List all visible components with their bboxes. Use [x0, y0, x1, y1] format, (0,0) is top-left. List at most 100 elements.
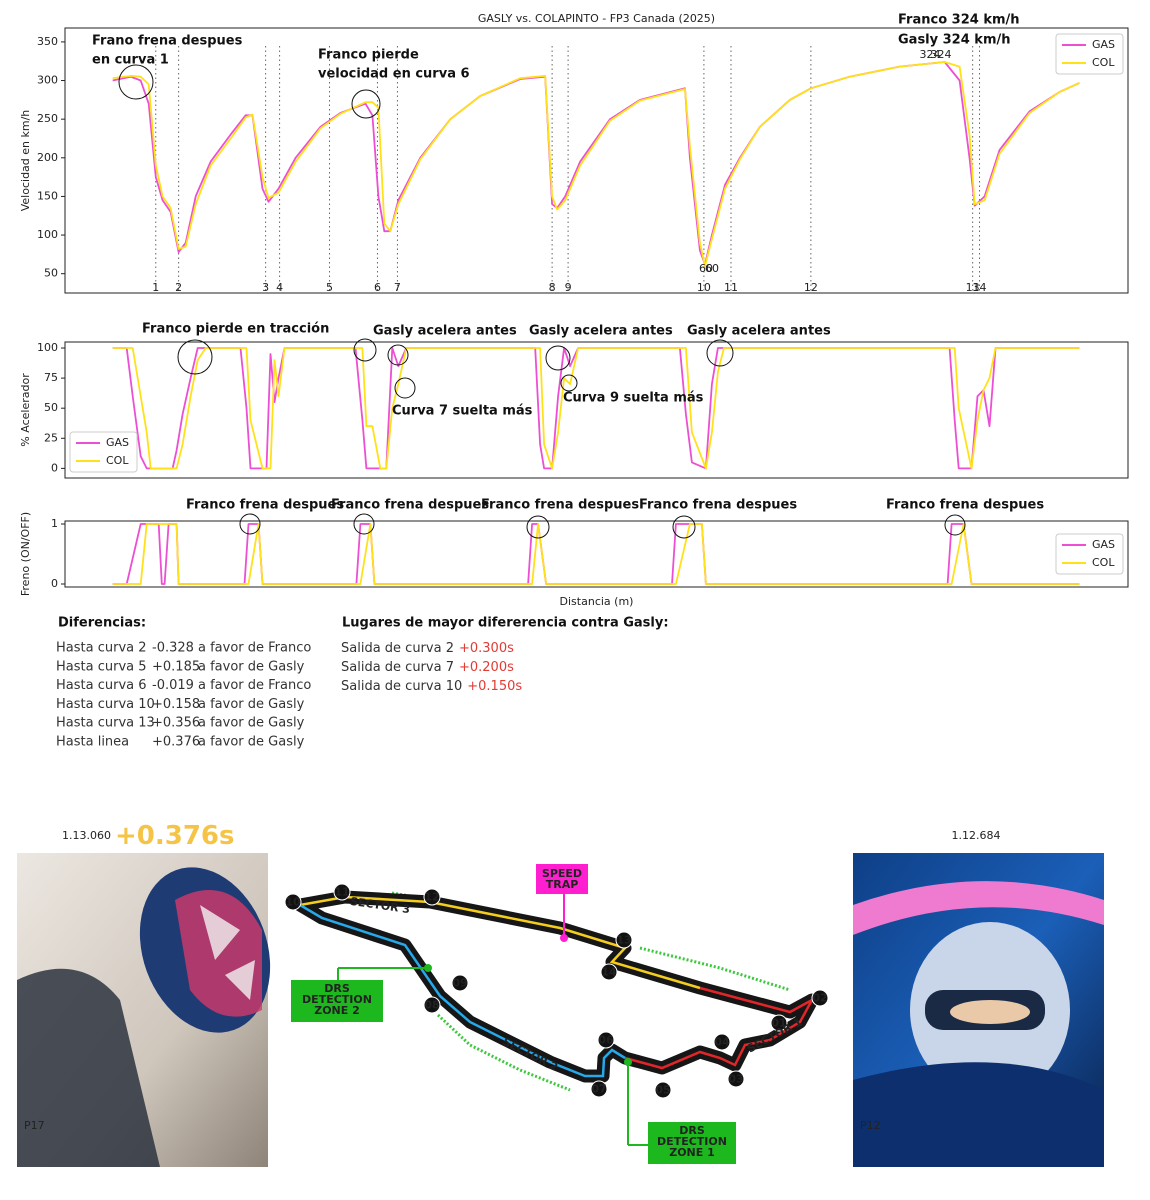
series-line	[112, 347, 1080, 470]
y-tick-label: 350	[37, 35, 58, 48]
corner-badge	[770, 1014, 788, 1032]
place-delta: +0.150s	[467, 679, 522, 694]
box-label: DRS	[679, 1124, 705, 1137]
annotation: Franco frena despues	[186, 498, 344, 513]
diff-note: a favor de Gasly	[198, 697, 305, 712]
places-title: Lugares de mayor difererencia contra Gas…	[342, 616, 669, 631]
highlight-circle	[545, 345, 571, 371]
highlight-circle	[118, 64, 154, 100]
corner-badge	[333, 883, 351, 901]
highlight-circle	[944, 514, 966, 536]
y-tick-label: 0	[51, 577, 58, 590]
annotation: 60	[705, 262, 719, 275]
diff-delta: -0.019	[152, 678, 194, 693]
annotation: 324	[931, 48, 952, 61]
diff-delta: +0.158	[152, 697, 200, 712]
y-tick-label: 100	[37, 341, 58, 354]
corner-number: 14	[601, 966, 617, 979]
corner-label: 3	[262, 281, 269, 294]
highlight-circle	[351, 89, 381, 119]
place-row: Salida de curva 2 +0.300s	[341, 641, 514, 656]
diff-note: a favor de Franco	[198, 678, 311, 693]
y-tick-label: 0	[51, 461, 58, 474]
series-line	[112, 61, 1080, 266]
annotation: Franco frena despues	[886, 498, 1044, 513]
corner-badge	[713, 1033, 731, 1051]
corner-label: 13	[966, 281, 980, 294]
diff-note: a favor de Gasly	[198, 659, 305, 674]
y-tick-label: 150	[37, 189, 58, 202]
legend: GAS COL	[1055, 533, 1124, 575]
position: P17	[24, 1119, 45, 1132]
annotation: Gasly 324 km/h	[898, 33, 1011, 48]
annotation: Franco pierde	[318, 48, 419, 63]
box-label: ZONE 1	[669, 1146, 715, 1159]
annotation: en curva 1	[92, 53, 169, 68]
highlight-circle	[177, 339, 213, 375]
y-tick-label: 250	[37, 112, 58, 125]
legend-label: COL	[1092, 556, 1115, 569]
diff-note: a favor de Gasly	[198, 735, 305, 750]
annotation: 60	[699, 262, 713, 275]
corner-badge	[423, 996, 441, 1014]
diff-label: Hasta curva 6	[56, 678, 147, 693]
corner-badge	[590, 1080, 608, 1098]
box-label: DRS	[324, 982, 350, 995]
corner-number: 08	[424, 999, 439, 1012]
y-tick-label: 50	[44, 401, 58, 414]
box-label: DETECTION	[657, 1135, 727, 1148]
box-label: DETECTION	[302, 993, 372, 1006]
corner-badge	[284, 893, 302, 911]
legend: GAS COL	[69, 431, 138, 473]
corner-number: 03	[728, 1073, 743, 1086]
corner-label: 14	[973, 281, 987, 294]
diff-delta: +0.185	[152, 659, 200, 674]
lap-time-value: 1.13.060	[62, 829, 111, 842]
corner-label: 8	[549, 281, 556, 294]
corner-label: 12	[804, 281, 818, 294]
corner-label: 10	[697, 281, 711, 294]
annotation: Gasly acelera antes	[373, 324, 517, 339]
highlight-circle	[560, 374, 578, 392]
chart-title: GASLY vs. COLAPINTO - FP3 Canada (2025)	[478, 12, 715, 25]
series-line	[112, 61, 1080, 267]
place-row: Salida de curva 7 +0.200s	[341, 660, 514, 675]
line-chart: % Acelerador 0 25 50 75 100 GAS COL Franco pierd…	[19, 322, 1129, 479]
box-label: TRAP	[546, 878, 579, 891]
legend-label: GAS	[1092, 538, 1115, 551]
corner-label: 4	[276, 281, 283, 294]
corner-label: 5	[326, 281, 333, 294]
annotation: Frano frena despues	[92, 34, 243, 49]
annotation: Franco 324 km/h	[898, 13, 1020, 28]
diff-note: a favor de Gasly	[198, 716, 305, 731]
place-label: Salida de curva 7	[341, 660, 454, 675]
highlight-circle	[353, 513, 375, 535]
line-chart: Freno (ON/OFF) Distancia (m) 0 1 GAS COL Franc…	[19, 498, 1129, 608]
annotation: Gasly acelera antes	[529, 324, 673, 339]
diff-delta: +0.376	[152, 735, 200, 750]
corner-label: 11	[724, 281, 738, 294]
y-tick-label: 75	[44, 371, 58, 384]
plot-frame	[64, 520, 1129, 588]
highlight-circle	[672, 515, 696, 539]
corner-label: 7	[394, 281, 401, 294]
highlight-circle	[526, 515, 550, 539]
plot-frame	[64, 27, 1129, 294]
diff-delta: +0.356	[152, 716, 200, 731]
legend-label: GAS	[1092, 38, 1115, 51]
annotation: Franco frena despues	[639, 498, 797, 513]
corner-number: 13	[616, 934, 631, 947]
legend-label: COL	[1092, 56, 1115, 69]
annotation: Franco frena despues	[331, 498, 489, 513]
corner-number: 06	[598, 1034, 614, 1047]
diff-delta: -0.328	[152, 641, 194, 656]
corner-number: 01	[771, 1017, 786, 1030]
lap-time: 1.13.060 +0.376s	[62, 821, 235, 851]
corner-badge	[597, 1031, 615, 1049]
diff-label: Hasta curva 13	[56, 716, 155, 731]
diff-label: Hasta curva 10	[56, 697, 155, 712]
highlight-circle	[353, 338, 377, 362]
y-tick-label: 25	[44, 431, 58, 444]
corner-badge	[811, 989, 829, 1007]
